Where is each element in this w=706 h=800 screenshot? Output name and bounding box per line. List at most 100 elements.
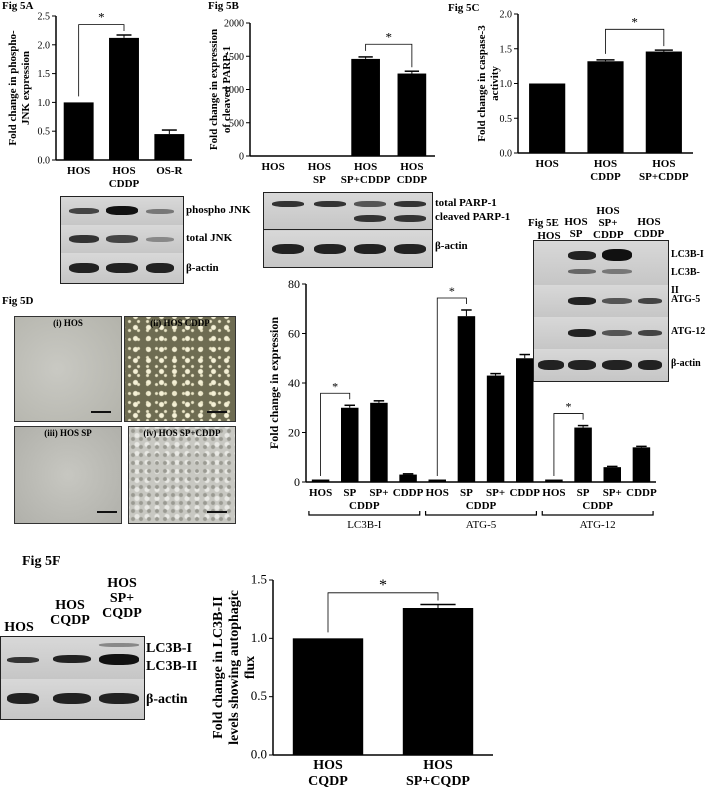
blot-5f-lane-2: HOS CQDP xyxy=(50,598,90,628)
y-axis-label-group: Fold change in caspase-3 activity xyxy=(476,25,501,142)
significance-star: * xyxy=(566,400,572,414)
y-axis-label: Fold change in phospho- xyxy=(7,30,19,146)
category-label: CDDP xyxy=(393,487,424,499)
panel-label-5e: Fig 5E xyxy=(528,217,559,229)
panel-label-5b: Fig 5B xyxy=(208,0,239,12)
chart-fig5c: 0.0 0.5 1.0 1.5 2.0 Fold change in caspase-3 a… xyxy=(476,10,693,183)
bar xyxy=(645,51,682,153)
category-label: SP+CQDP xyxy=(406,774,470,789)
significance-star: * xyxy=(631,14,638,29)
y-axis-label-group: Fold change in phospho- JNK expression xyxy=(7,30,32,146)
panel-label-5a: Fig 5A xyxy=(2,0,34,12)
significance-bracket xyxy=(320,392,351,476)
bar xyxy=(516,358,534,482)
category-label: HOS xyxy=(400,161,423,173)
blot-5a-label-total: total JNK xyxy=(186,232,233,244)
micrograph-label-2: (ii) HOS CDDP xyxy=(150,318,210,328)
category-label: SP xyxy=(343,487,356,499)
scale-bar xyxy=(91,411,111,413)
category-label: CQDP xyxy=(308,774,348,789)
y-tick-label: 0.5 xyxy=(500,114,513,125)
blot-row-phospho-jnk xyxy=(61,197,183,226)
significance-bracket xyxy=(78,24,125,97)
category-label: SP+ xyxy=(369,487,388,499)
category-label: SP xyxy=(577,487,590,499)
scale-bar xyxy=(207,511,227,513)
chart-fig5a: 0.0 0.5 1.0 1.5 2.0 2.5 Fold change in phospho… xyxy=(7,10,192,190)
y-axis-label: levels showing autophagic xyxy=(227,590,242,745)
blot-row-atg12 xyxy=(534,317,668,350)
y-tick-label: 20 xyxy=(288,426,300,440)
blot-5f xyxy=(0,636,145,720)
y-tick-label: 80 xyxy=(288,278,300,291)
bar xyxy=(402,608,474,755)
blot-5b-label-actin: β-actin xyxy=(435,240,468,252)
category-label: CDDP xyxy=(509,487,540,499)
y-tick-label: 2.0 xyxy=(38,40,51,51)
group-bracket xyxy=(541,511,654,516)
significance-star: * xyxy=(386,29,393,44)
category-label: HOS xyxy=(652,158,675,170)
significance-bracket xyxy=(436,297,467,476)
blot-5e-label-atg12: ATG-12 xyxy=(671,326,706,337)
bar xyxy=(63,102,94,160)
category-label: CDDP xyxy=(626,487,657,499)
bar xyxy=(341,407,359,482)
micrograph-label-1: (i) HOS xyxy=(53,318,83,328)
chart-fig5e: 0 20 40 60 80 Fold change in expression HOS SP S… xyxy=(268,278,657,531)
micrograph-hos-cddp: (ii) HOS CDDP xyxy=(124,316,236,422)
blot-5e-lane-4: HOS CDDP xyxy=(633,216,665,240)
y-tick-label: 1.0 xyxy=(251,630,267,645)
blot-5f-lane-3: HOS SP+ CQDP xyxy=(102,576,142,621)
category-label: CDDP xyxy=(590,171,621,183)
y-axis-label: activity xyxy=(489,66,501,101)
category-label: HOS xyxy=(594,158,617,170)
bar xyxy=(351,58,380,156)
panel-label-5d: Fig 5D xyxy=(2,295,34,307)
blot-row-lc3b xyxy=(534,241,668,286)
y-tick-label: 500 xyxy=(229,118,244,129)
blot-row-beta-actin xyxy=(61,253,183,283)
bar xyxy=(428,479,446,482)
category-label: CDDP xyxy=(397,174,428,186)
y-axis-label: Fold change in expression xyxy=(268,317,281,449)
bar xyxy=(154,134,185,160)
panel-label-5f: Fig 5F xyxy=(22,554,61,569)
significance-bracket xyxy=(553,413,584,476)
significance-bracket xyxy=(365,43,413,68)
bar xyxy=(292,638,364,755)
blot-5e-label-atg5: ATG-5 xyxy=(671,294,701,305)
category-label: SP+ xyxy=(486,487,505,499)
y-tick-label: 0.0 xyxy=(38,156,51,167)
category-label: HOS xyxy=(262,161,285,173)
blot-5a-label-actin: β-actin xyxy=(186,262,219,274)
bar xyxy=(587,61,624,154)
y-axis-label: Fold change in caspase-3 xyxy=(476,25,488,142)
y-axis-label: JNK expression xyxy=(20,51,32,125)
blot-5b-label-parp: total PARP-1 cleaved PARP-1 xyxy=(435,197,511,223)
blot-5f-label-actin: β-actin xyxy=(146,692,188,707)
y-axis-label: flux xyxy=(243,656,258,679)
blot-row-f-lc3b xyxy=(1,637,144,680)
y-axis-label-group: Fold change in LC3B-II levels showing aut… xyxy=(211,590,258,745)
micrograph-hos: (i) HOS xyxy=(14,316,122,422)
category-label: SP xyxy=(313,174,326,186)
category-label: HOS xyxy=(112,165,135,177)
blot-row-atg5 xyxy=(534,285,668,318)
y-tick-label: 0 xyxy=(294,475,300,489)
y-tick-label: 1.5 xyxy=(38,69,51,80)
y-axis-label-group: Fold change in expression of cleaved PARP… xyxy=(208,29,233,150)
y-tick-label: 0.0 xyxy=(500,149,513,160)
micrograph-label-3: (iii) HOS SP xyxy=(44,428,92,438)
blot-row-f-actin xyxy=(1,679,144,719)
blot-row-b-actin xyxy=(264,231,432,267)
blot-row-parp xyxy=(264,193,432,230)
y-tick-label: 40 xyxy=(288,376,300,390)
bar xyxy=(603,467,621,482)
category-label: HOS xyxy=(426,487,449,499)
blot-5f-lane-1: HOS xyxy=(4,620,34,635)
y-tick-label: 0.0 xyxy=(251,747,267,762)
sub-label: CDDP xyxy=(349,500,380,512)
blot-row-total-jnk xyxy=(61,225,183,254)
